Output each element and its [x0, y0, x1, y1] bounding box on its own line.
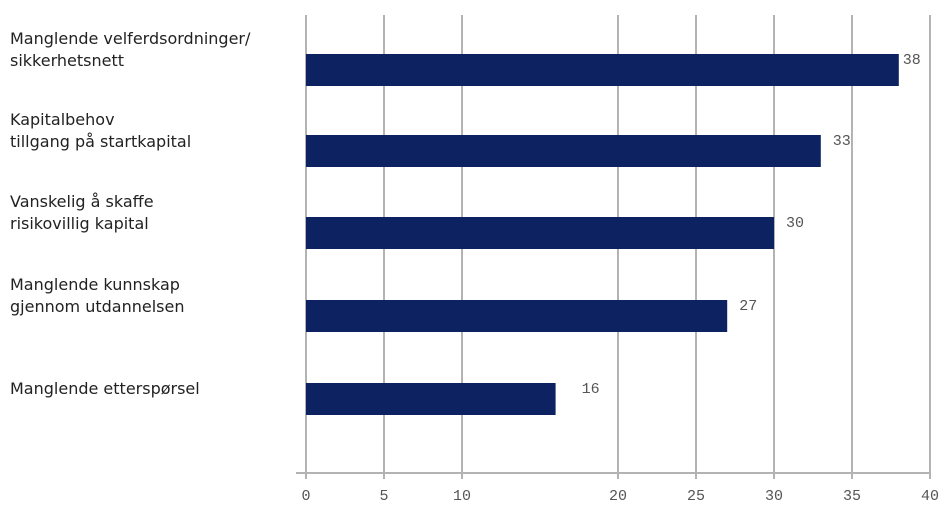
x-tick-label: 25 [687, 488, 705, 505]
x-tick-label: 0 [301, 488, 310, 505]
category-label: Manglende velferdsordninger/sikkerhetsne… [10, 28, 300, 72]
data-label: 16 [582, 381, 600, 398]
data-label: 33 [833, 133, 851, 150]
bar [306, 383, 556, 415]
x-tick-label: 10 [453, 488, 471, 505]
x-tick-label: 40 [921, 488, 939, 505]
bar [306, 54, 899, 86]
category-label-line: Manglende velferdsordninger/ [10, 29, 251, 48]
x-tick-label: 35 [843, 488, 861, 505]
category-label-line: sikkerhetsnett [10, 51, 125, 70]
data-labels: 38 33 30 27 16 [582, 52, 921, 398]
category-label-line: Vanskelig å skaffe [10, 192, 154, 211]
category-label: Vanskelig å skaffe risikovillig kapital [10, 191, 300, 235]
bar [306, 217, 774, 249]
x-tick-label: 30 [765, 488, 783, 505]
bar [306, 135, 821, 167]
category-label-line: Kapitalbehov [10, 110, 115, 129]
data-label: 27 [739, 298, 757, 315]
category-label-line: Manglende kunnskap [10, 275, 180, 294]
bar [306, 300, 728, 332]
category-label: Manglende etterspørsel [10, 378, 300, 400]
data-label: 38 [903, 52, 921, 69]
category-label-line: risikovillig kapital [10, 214, 149, 233]
bars [306, 54, 899, 415]
category-label: Kapitalbehov tillgang på startkapital [10, 109, 300, 153]
category-label-line: gjennom utdannelsen [10, 297, 185, 316]
category-label-line: tillgang på startkapital [10, 132, 192, 151]
x-tick-labels: 0 5 10 20 25 30 35 40 [301, 488, 939, 505]
category-label: Manglende kunnskap gjennom utdannelsen [10, 274, 300, 318]
x-tick-label: 5 [379, 488, 388, 505]
x-tick-label: 20 [609, 488, 627, 505]
data-label: 30 [786, 215, 804, 232]
category-label-line: Manglende etterspørsel [10, 379, 200, 398]
